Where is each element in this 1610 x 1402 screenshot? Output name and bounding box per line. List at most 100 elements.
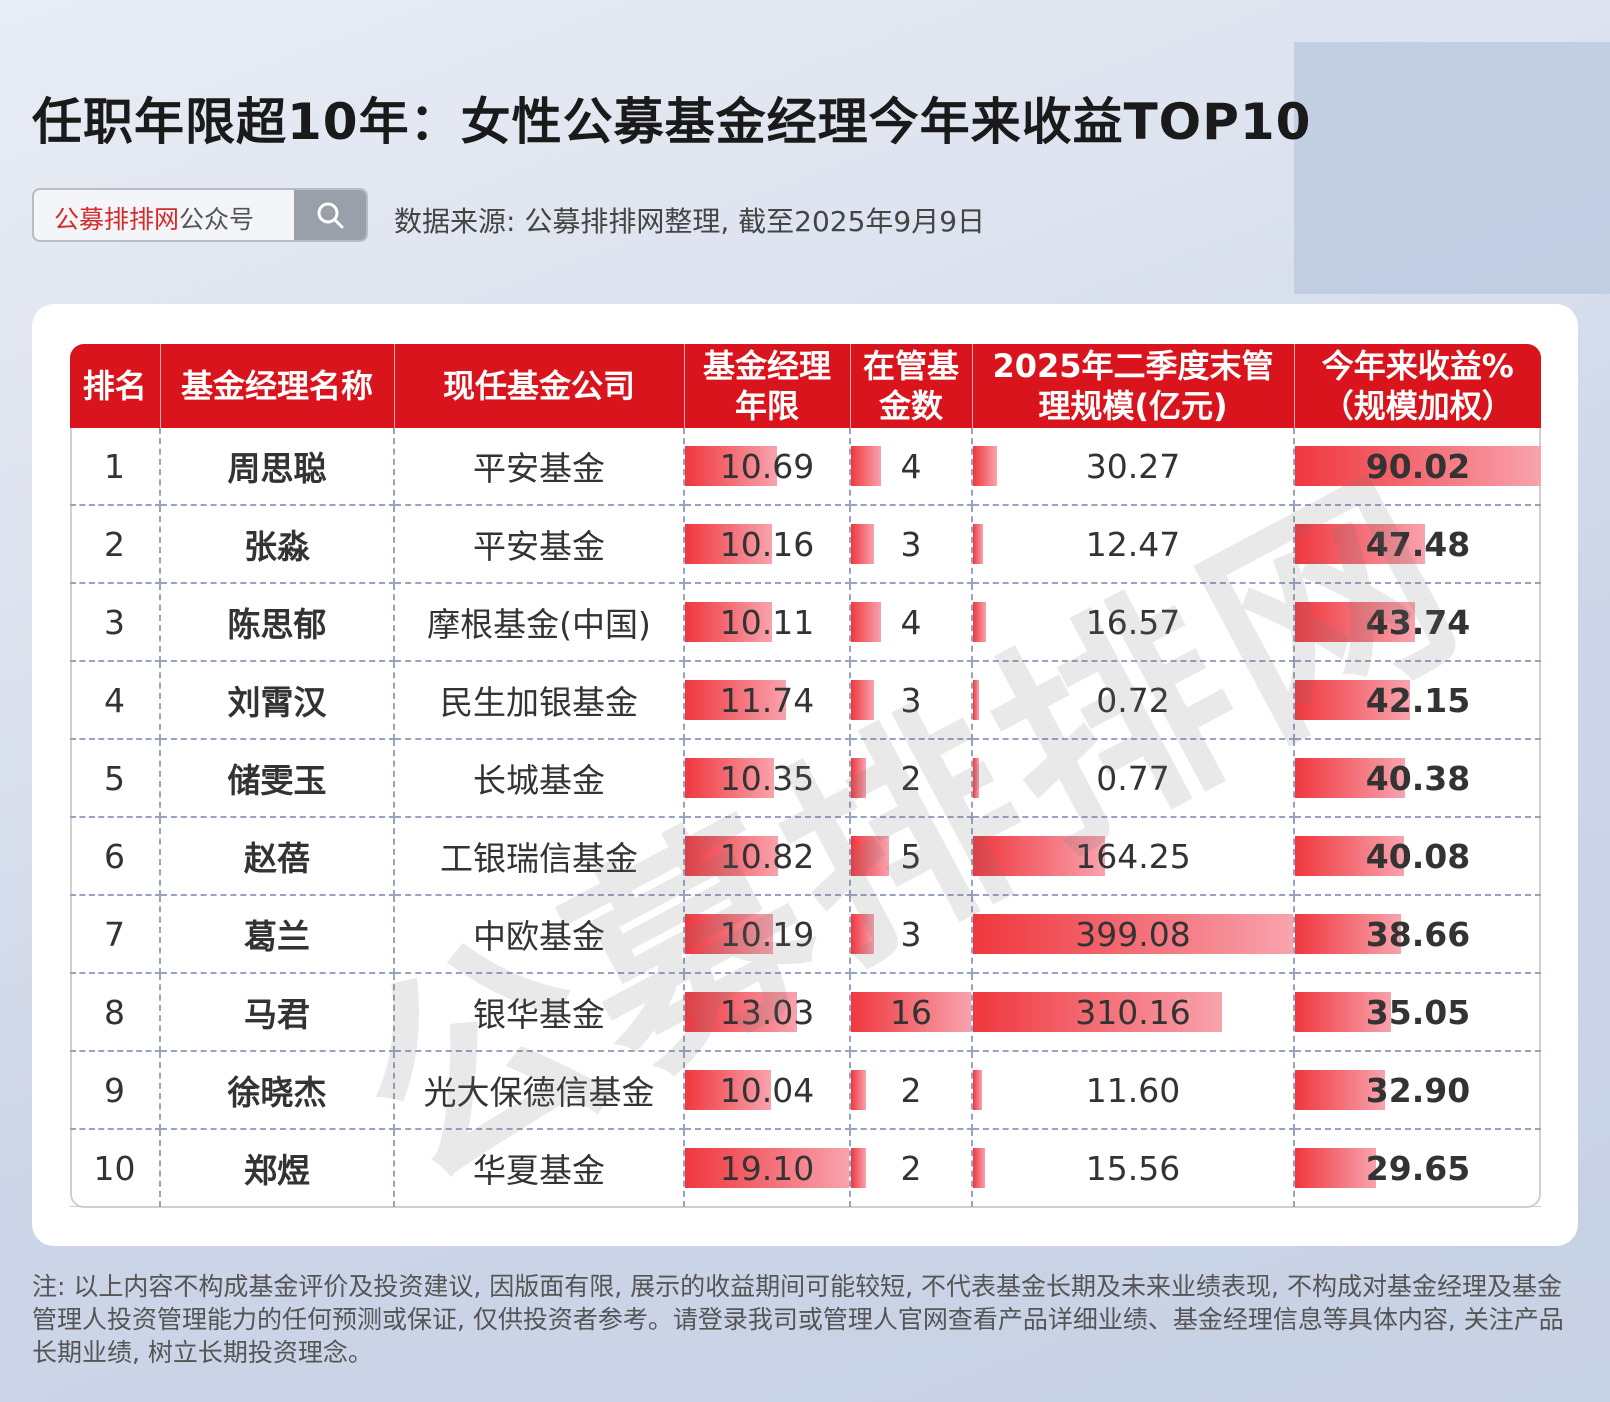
cell-years: 10.11 (684, 583, 851, 662)
cell-manager-value: 陈思郁 (227, 605, 327, 644)
cell-aum-value: 310.16 (1075, 992, 1191, 1032)
cell-years: 11.74 (684, 661, 851, 740)
cell-rank: 3 (70, 583, 161, 662)
aum-bar (973, 992, 1222, 1032)
cell-funds-value: 3 (900, 524, 922, 564)
funds-bar (851, 914, 874, 954)
cell-funds: 2 (850, 1051, 973, 1130)
cell-funds: 2 (850, 739, 973, 818)
search-icon (317, 202, 344, 229)
cell-company: 光大保德信基金 (394, 1051, 685, 1130)
cell-company: 华夏基金 (394, 1129, 685, 1207)
header-funds: 在管基 金数 (850, 344, 973, 428)
cell-rank: 7 (70, 895, 161, 974)
cell-company: 平安基金 (394, 428, 685, 506)
cell-company-value: 摩根基金(中国) (427, 605, 651, 644)
table-row: 5 储雯玉 长城基金 10.35 2 0.77 40.38 (70, 739, 1541, 818)
header-years: 基金经理 年限 (684, 344, 851, 428)
table-row: 9 徐晓杰 光大保德信基金 10.04 2 11.60 32.90 (70, 1051, 1541, 1130)
years-bar (685, 758, 774, 798)
return-bar (1295, 1070, 1385, 1110)
search-button[interactable] (294, 190, 366, 240)
cell-aum: 15.56 (972, 1129, 1295, 1207)
cell-manager-value: 张淼 (244, 527, 310, 566)
aum-bar (973, 758, 980, 798)
table-header-row: 排名 基金经理名称 现任基金公司 基金经理 年限 在管基 金数 2025年二季度末管… (70, 344, 1541, 428)
cell-funds-value: 3 (900, 914, 922, 954)
cell-manager: 赵蓓 (160, 817, 395, 896)
header-return-line2: （规模加权） (1321, 387, 1514, 425)
cell-rank: 8 (70, 973, 161, 1052)
cell-aum-value: 12.47 (1085, 524, 1181, 564)
cell-rank-value: 1 (104, 446, 125, 486)
cell-manager: 郑煜 (160, 1129, 395, 1207)
cell-company-value: 平安基金 (473, 449, 605, 488)
page-title: 任职年限超10年：女性公募基金经理今年来收益TOP10 (32, 93, 1312, 151)
brand-suffix: 公众号 (179, 205, 255, 234)
return-bar (1295, 680, 1411, 720)
aum-bar (973, 914, 1293, 954)
search-label: 公募排排网公众号 (54, 200, 254, 236)
cell-return: 29.65 (1294, 1129, 1541, 1207)
return-bar (1295, 914, 1401, 954)
search-box[interactable]: 公募排排网公众号 (32, 188, 368, 242)
cell-aum-value: 0.72 (1096, 680, 1170, 720)
years-bar (685, 446, 777, 486)
aum-bar (973, 1070, 983, 1110)
cell-years-value: 10.11 (719, 602, 815, 642)
cell-rank: 6 (70, 817, 161, 896)
brand-name: 公募排排网 (54, 205, 180, 234)
header-aum-line1: 2025年二季度末管 (992, 347, 1274, 385)
ranking-table: 排名 基金经理名称 现任基金公司 基金经理 年限 在管基 金数 2025年二季度末管… (70, 344, 1541, 1207)
cell-rank-value: 6 (104, 836, 125, 876)
cell-funds: 16 (850, 973, 973, 1052)
aum-bar (973, 524, 983, 564)
cell-aum: 164.25 (972, 817, 1295, 896)
cell-aum: 30.27 (972, 428, 1295, 506)
cell-years-value: 10.69 (719, 446, 815, 486)
funds-bar (851, 992, 971, 1032)
funds-bar (851, 524, 874, 564)
return-bar (1295, 836, 1405, 876)
cell-manager-value: 马君 (244, 995, 310, 1034)
cell-return: 40.08 (1294, 817, 1541, 896)
cell-manager-value: 储雯玉 (227, 761, 327, 800)
cell-manager-value: 郑煜 (244, 1151, 310, 1190)
cell-aum-value: 15.56 (1085, 1148, 1181, 1188)
cell-company-value: 光大保德信基金 (423, 1073, 655, 1112)
cell-company: 民生加银基金 (394, 661, 685, 740)
cell-manager-value: 刘霄汉 (227, 683, 327, 722)
header-manager: 基金经理名称 (160, 344, 395, 428)
return-bar (1295, 992, 1391, 1032)
cell-manager-value: 葛兰 (244, 917, 310, 956)
data-source: 数据来源: 公募排排网整理, 截至2025年9月9日 (394, 205, 986, 238)
cell-manager: 陈思郁 (160, 583, 395, 662)
cell-years-value: 10.82 (719, 836, 815, 876)
cell-funds: 4 (850, 428, 973, 506)
cell-funds-value: 4 (900, 602, 922, 642)
cell-funds-value: 2 (900, 1070, 922, 1110)
aum-bar (973, 1148, 986, 1188)
background-decoration (1294, 42, 1610, 294)
cell-return-value: 32.90 (1365, 1070, 1471, 1110)
cell-rank-value: 8 (104, 992, 125, 1032)
cell-manager-value: 周思聪 (227, 449, 327, 488)
cell-rank-value: 10 (93, 1148, 136, 1188)
cell-aum: 0.77 (972, 739, 1295, 818)
funds-bar (851, 446, 881, 486)
years-bar (685, 602, 772, 642)
cell-years-value: 10.35 (719, 758, 815, 798)
header-return: 今年来收益% （规模加权） (1294, 344, 1541, 428)
cell-funds: 4 (850, 583, 973, 662)
header-company: 现任基金公司 (394, 344, 685, 428)
cell-return-value: 40.08 (1365, 836, 1471, 876)
years-bar (685, 992, 797, 1032)
header-years-line1: 基金经理 (702, 347, 831, 385)
cell-company: 长城基金 (394, 739, 685, 818)
cell-rank: 9 (70, 1051, 161, 1130)
cell-funds: 2 (850, 1129, 973, 1207)
cell-years-value: 10.16 (719, 524, 815, 564)
cell-return: 90.02 (1294, 428, 1541, 506)
header-rank: 排名 (70, 344, 161, 428)
cell-rank: 1 (70, 428, 161, 506)
